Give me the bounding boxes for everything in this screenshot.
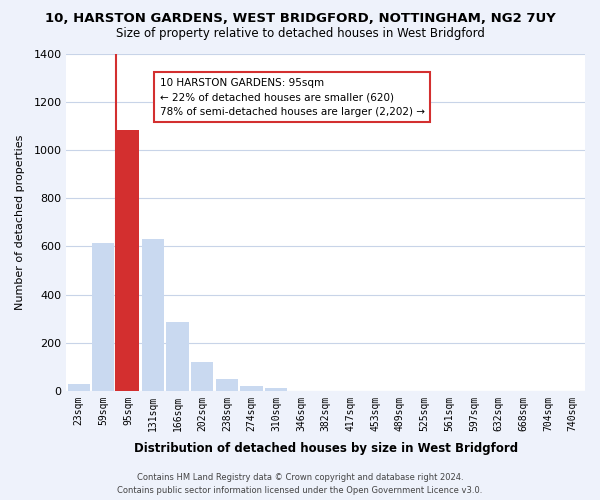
Bar xyxy=(166,322,188,391)
Bar xyxy=(92,243,115,391)
Bar xyxy=(142,239,164,391)
Bar xyxy=(216,380,238,391)
Bar xyxy=(68,384,90,391)
Text: 10, HARSTON GARDENS, WEST BRIDGFORD, NOTTINGHAM, NG2 7UY: 10, HARSTON GARDENS, WEST BRIDGFORD, NOT… xyxy=(44,12,556,26)
Text: Size of property relative to detached houses in West Bridgford: Size of property relative to detached ho… xyxy=(116,28,484,40)
X-axis label: Distribution of detached houses by size in West Bridgford: Distribution of detached houses by size … xyxy=(134,442,518,455)
Bar xyxy=(191,362,213,391)
Text: Contains HM Land Registry data © Crown copyright and database right 2024.
Contai: Contains HM Land Registry data © Crown c… xyxy=(118,474,482,495)
Bar xyxy=(241,386,263,391)
Bar xyxy=(265,388,287,391)
Bar xyxy=(117,130,139,391)
Text: 10 HARSTON GARDENS: 95sqm
← 22% of detached houses are smaller (620)
78% of semi: 10 HARSTON GARDENS: 95sqm ← 22% of detac… xyxy=(160,78,425,117)
Y-axis label: Number of detached properties: Number of detached properties xyxy=(15,134,25,310)
